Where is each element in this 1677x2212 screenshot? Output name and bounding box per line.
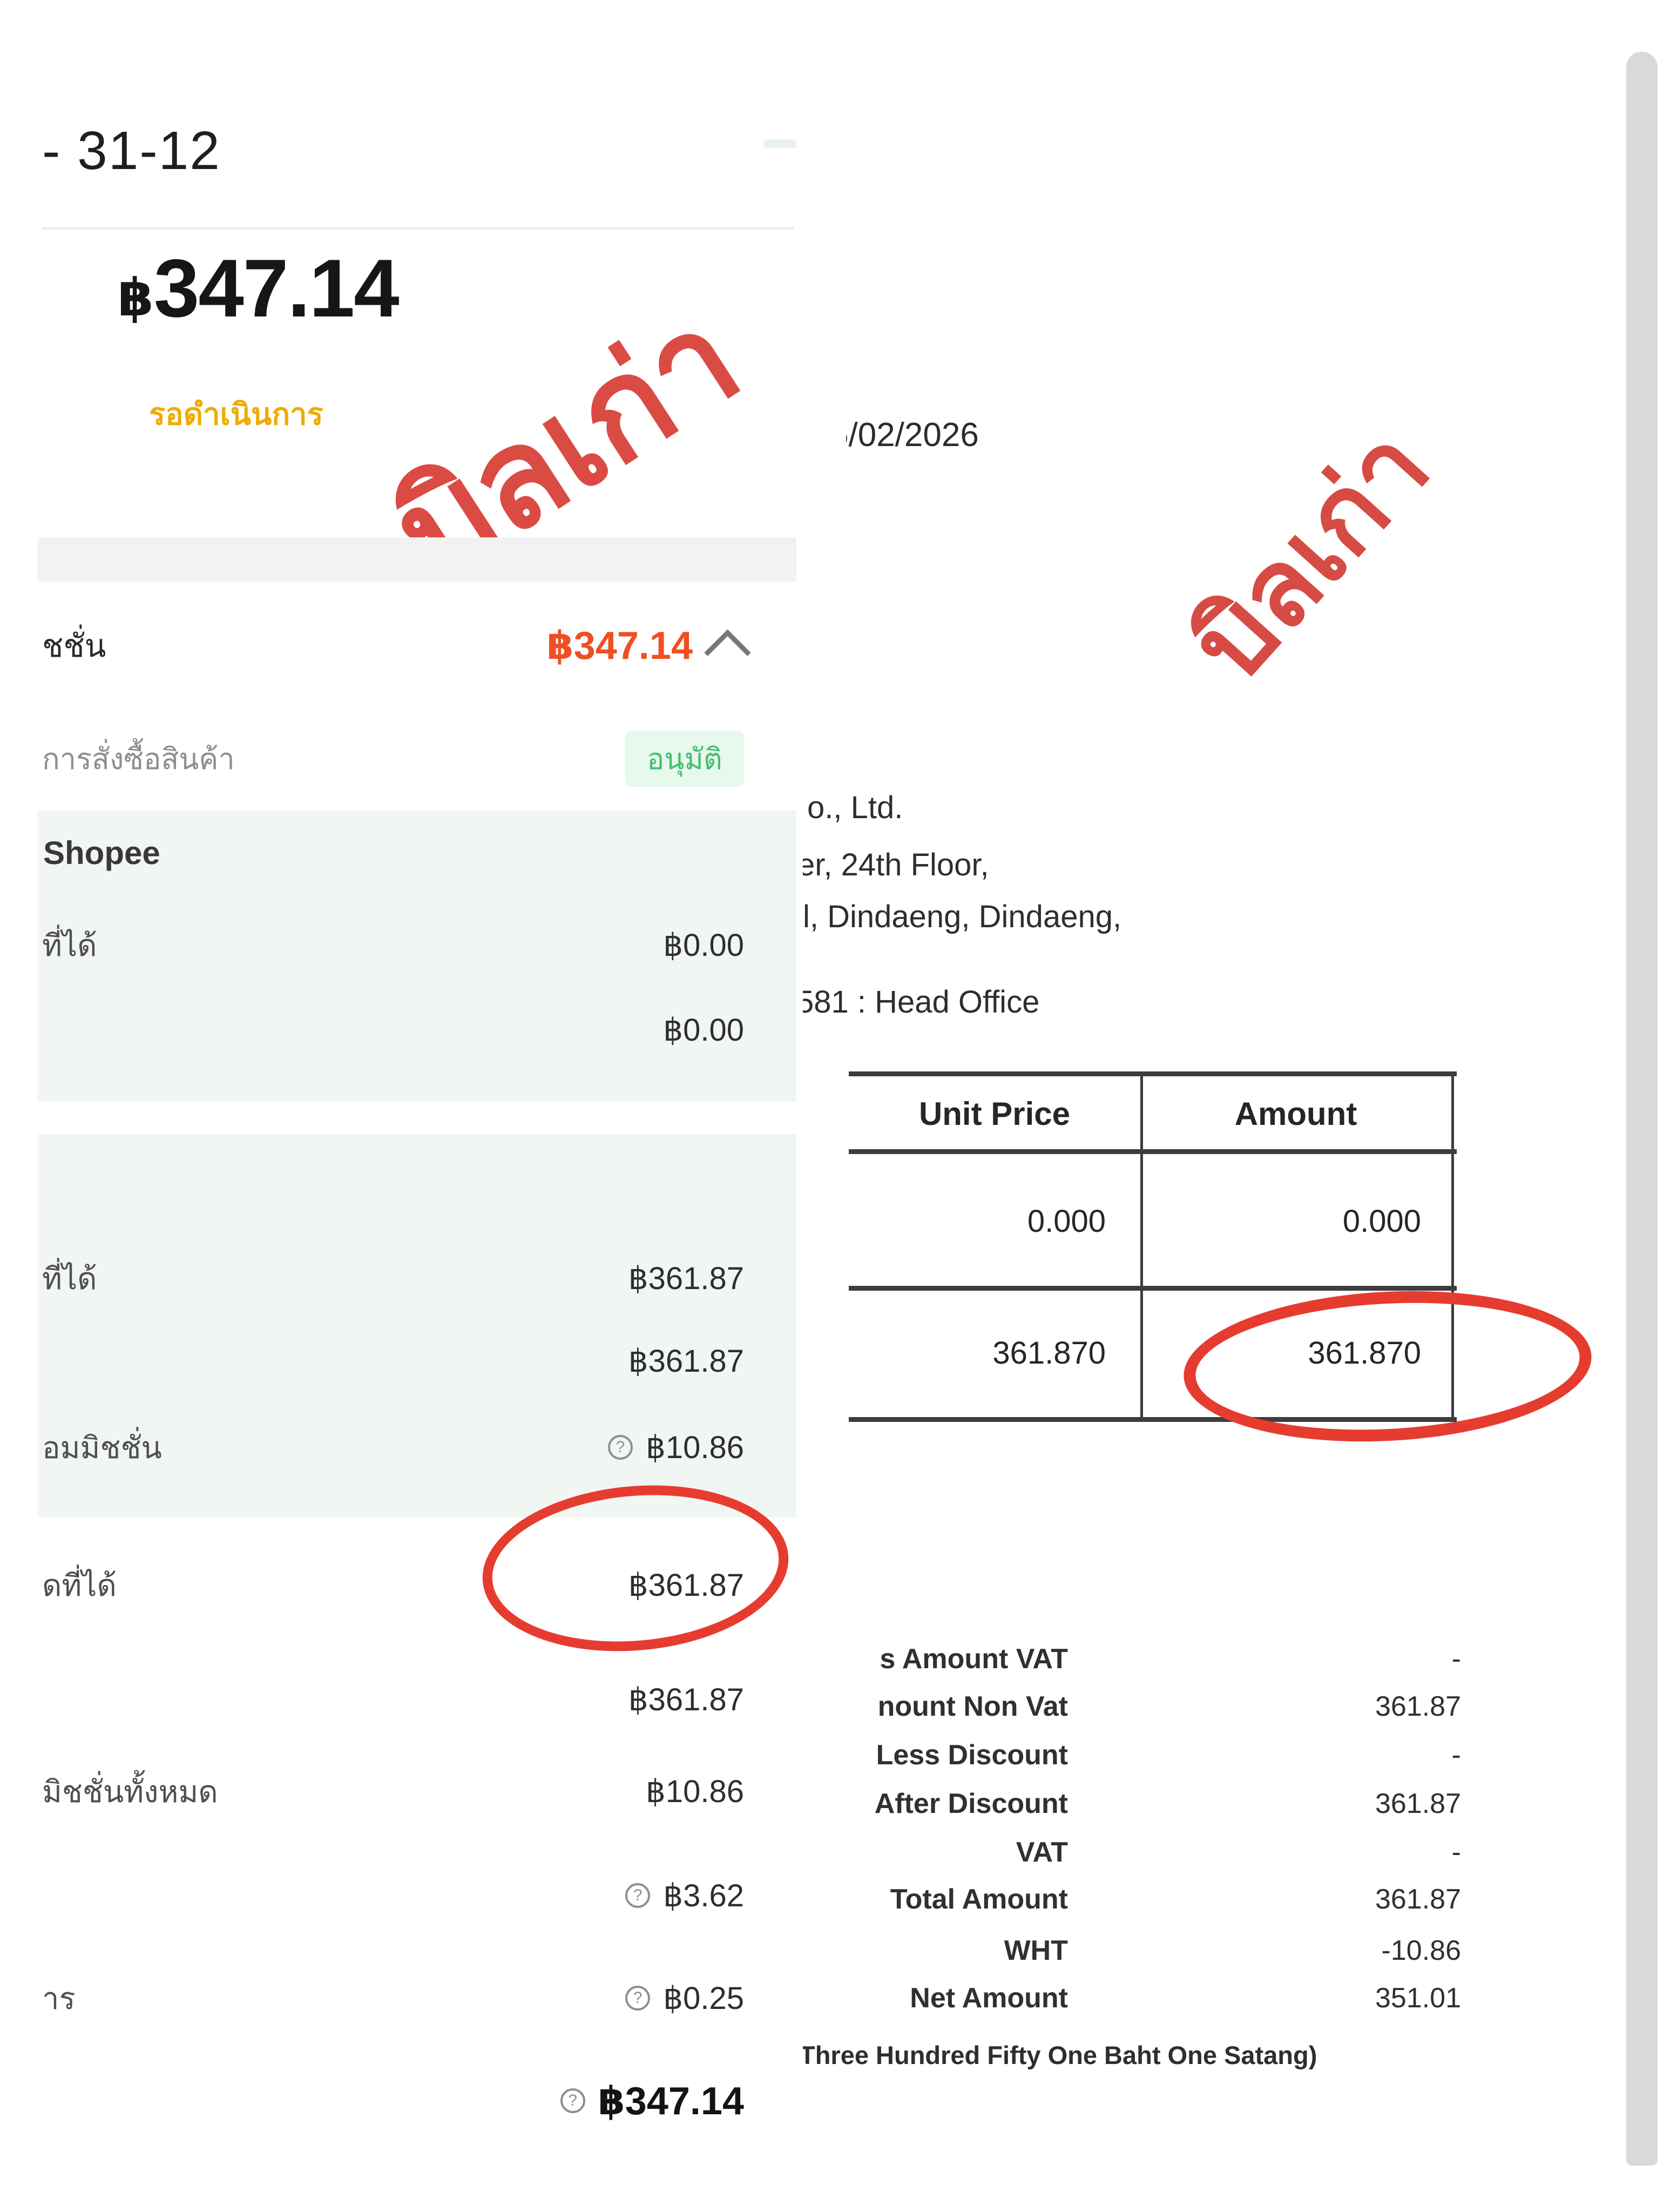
summary-value: 361.87	[1375, 1691, 1461, 1722]
summary-value: 361.87	[1375, 1884, 1461, 1915]
table-cell: 361.870	[992, 1336, 1106, 1371]
summary-label: Less Discount	[876, 1739, 1068, 1771]
help-icon[interactable]	[560, 2088, 585, 2113]
row-value: ฿361.87	[628, 1261, 744, 1296]
summary-value: -	[1451, 1739, 1461, 1771]
summary-value: -	[1451, 1643, 1461, 1675]
list-item: ที่ได้ ฿0.00	[42, 915, 744, 975]
income-section	[38, 1134, 796, 1518]
column-header-unit-price: Unit Price	[918, 1096, 1071, 1132]
chevron-up-icon[interactable]	[704, 629, 751, 676]
row-label: ที่ได้	[42, 1261, 97, 1296]
table-border	[849, 1286, 1457, 1291]
help-icon[interactable]	[625, 1986, 651, 2011]
red-circle-annotation	[1180, 1281, 1595, 1452]
table-cell-circled: 361.870	[1308, 1336, 1421, 1371]
purchase-order-row: การสั่งซื้อสินค้า อนุมัติ	[42, 729, 744, 788]
fee-row: าร ฿0.25	[42, 1968, 744, 2028]
section-separator	[38, 537, 796, 582]
shopee-section-title: Shopee	[43, 835, 160, 871]
row-value: ฿0.25	[663, 1981, 744, 2016]
row-label: การสั่งซื้อสินค้า	[42, 743, 235, 775]
summary-label: s Amount VAT	[880, 1643, 1068, 1675]
invoice-date: 5/02/2026	[846, 416, 979, 454]
table-right-border	[1451, 1071, 1454, 1422]
row-value: ฿0.00	[663, 1013, 744, 1048]
table-cell: 0.000	[1342, 1204, 1421, 1239]
status-badge: อนุมัติ	[625, 731, 744, 787]
summary-value: -	[1451, 1837, 1461, 1868]
row-value: ฿0.00	[663, 928, 744, 963]
company-name-line: o., Ltd.	[807, 790, 903, 825]
row-label: าร	[42, 1981, 76, 2015]
table-border	[849, 1417, 1457, 1422]
address-line: l, Dindaeng, Dindaeng,	[803, 899, 1122, 934]
grand-total-row: ฿347.14	[42, 2071, 744, 2130]
commission-fee-row: อมมิชชั่น ฿10.86	[42, 1418, 744, 1477]
total-amount-value: 347.14	[153, 242, 400, 334]
scrollbar[interactable]	[1626, 52, 1658, 2166]
row-label: ที่ได้	[42, 928, 97, 962]
list-item: ฿361.87	[42, 1331, 744, 1391]
status-pending-label: รอดำเนินการ	[149, 397, 323, 431]
column-header-amount: Amount	[1234, 1096, 1357, 1132]
amount-in-words: Three Hundred Fifty One Baht One Satang)	[803, 2041, 1317, 2069]
page-title: - 31-12	[42, 120, 221, 181]
total-commission-row: มิชชั่นทั้งหมด ฿10.86	[42, 1762, 744, 1821]
help-icon[interactable]	[625, 1883, 651, 1908]
summary-label: WHT	[1004, 1935, 1068, 1966]
tax-branch-line: 581 : Head Office	[803, 984, 1040, 1020]
summary-label: Net Amount	[910, 1982, 1068, 2014]
shopee-section	[38, 810, 796, 1102]
fee-row: ฿3.62	[42, 1866, 744, 1925]
divider	[42, 227, 794, 230]
summary-label: Total Amount	[890, 1884, 1068, 1915]
summary-label: nount Non Vat	[877, 1691, 1068, 1722]
summary-value: 351.01	[1375, 1982, 1461, 2014]
row-label: ดที่ได้	[42, 1568, 117, 1602]
row-value: ฿10.86	[645, 1774, 744, 1809]
help-icon[interactable]	[607, 1435, 633, 1460]
invoice-photo-panel: 5/02/2026 บิลเก่า o., Ltd. er, 24th Floo…	[803, 0, 1677, 2212]
list-item: ฿0.00	[42, 1000, 744, 1060]
row-label: อมมิชชั่น	[42, 1430, 162, 1465]
summary-value: 361.87	[1375, 1788, 1461, 1819]
row-label: ชชั่น	[42, 628, 106, 664]
row-value: ฿361.87	[628, 1682, 744, 1717]
table-cell: 0.000	[1027, 1204, 1106, 1239]
list-item: ฿361.87	[42, 1670, 744, 1729]
row-value: ฿3.62	[663, 1878, 744, 1913]
total-amount: ฿ 347.14	[118, 242, 400, 334]
table-border	[849, 1071, 1457, 1076]
commission-total-value: ฿347.14	[546, 624, 693, 667]
net-received-row: ดที่ได้ ฿361.87	[42, 1555, 744, 1615]
row-value: ฿361.87	[628, 1568, 744, 1603]
row-value: ฿361.87	[628, 1344, 744, 1379]
table-border	[849, 1149, 1457, 1154]
currency-symbol: ฿	[118, 269, 154, 327]
list-item: ที่ได้ ฿361.87	[42, 1249, 744, 1308]
grand-total-value: ฿347.14	[598, 2080, 744, 2123]
old-bill-stamp: บิลเก่า	[1169, 407, 1451, 702]
row-label: มิชชั่นทั้งหมด	[42, 1774, 218, 1809]
decorative-dash	[763, 139, 796, 148]
summary-label: VAT	[1016, 1837, 1068, 1868]
summary-value: -10.86	[1381, 1935, 1461, 1966]
address-line: er, 24th Floor,	[803, 847, 989, 882]
summary-label: After Discount	[874, 1788, 1068, 1819]
commission-total-row[interactable]: ชชั่น ฿347.14	[42, 616, 751, 676]
table-column-divider	[1140, 1071, 1143, 1422]
row-value: ฿10.86	[645, 1430, 744, 1465]
app-settlement-panel: - 31-12 ฿ 347.14 รอดำเนินการ บิลเก่า ชชั่…	[0, 0, 796, 2212]
